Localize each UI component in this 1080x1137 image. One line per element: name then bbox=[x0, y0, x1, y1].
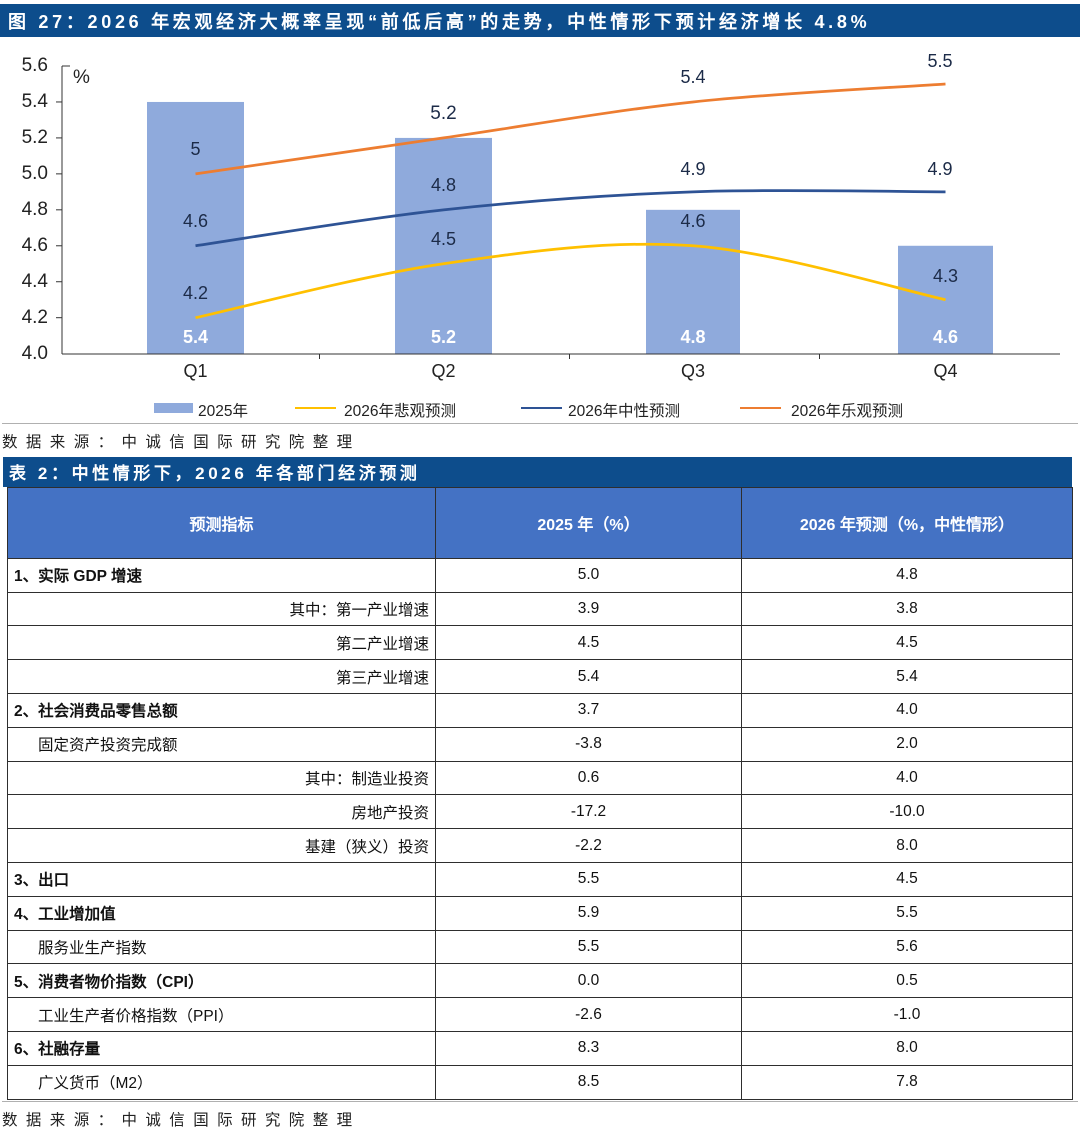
svg-text:5.5: 5.5 bbox=[927, 51, 952, 71]
svg-text:4.6: 4.6 bbox=[22, 235, 48, 256]
svg-text:Q4: Q4 bbox=[933, 361, 957, 381]
svg-text:4.6: 4.6 bbox=[680, 211, 705, 231]
svg-text:5.0: 5.0 bbox=[22, 163, 48, 184]
svg-text:4.6: 4.6 bbox=[183, 211, 208, 231]
svg-text:4.3: 4.3 bbox=[933, 266, 958, 286]
svg-text:4.9: 4.9 bbox=[927, 159, 952, 179]
svg-text:5.2: 5.2 bbox=[431, 327, 456, 347]
svg-text:Q3: Q3 bbox=[681, 361, 705, 381]
svg-text:Q1: Q1 bbox=[183, 361, 207, 381]
svg-text:4.9: 4.9 bbox=[680, 159, 705, 179]
svg-text:5.4: 5.4 bbox=[680, 67, 705, 87]
svg-text:4.8: 4.8 bbox=[431, 175, 456, 195]
svg-text:5.2: 5.2 bbox=[22, 127, 48, 148]
svg-text:5.6: 5.6 bbox=[22, 55, 48, 76]
svg-text:4.8: 4.8 bbox=[22, 199, 48, 220]
svg-text:Q2: Q2 bbox=[431, 361, 455, 381]
svg-text:4.2: 4.2 bbox=[183, 283, 208, 303]
svg-text:4.5: 4.5 bbox=[431, 229, 456, 249]
svg-text:4.4: 4.4 bbox=[22, 271, 49, 292]
svg-text:5: 5 bbox=[190, 139, 200, 159]
svg-text:4.2: 4.2 bbox=[22, 307, 48, 328]
svg-text:4.0: 4.0 bbox=[22, 343, 48, 364]
svg-text:5.2: 5.2 bbox=[430, 103, 456, 124]
svg-text:%: % bbox=[73, 67, 90, 88]
svg-text:5.4: 5.4 bbox=[22, 91, 49, 112]
svg-text:5.4: 5.4 bbox=[183, 327, 208, 347]
svg-text:4.6: 4.6 bbox=[933, 327, 958, 347]
svg-text:4.8: 4.8 bbox=[680, 327, 705, 347]
